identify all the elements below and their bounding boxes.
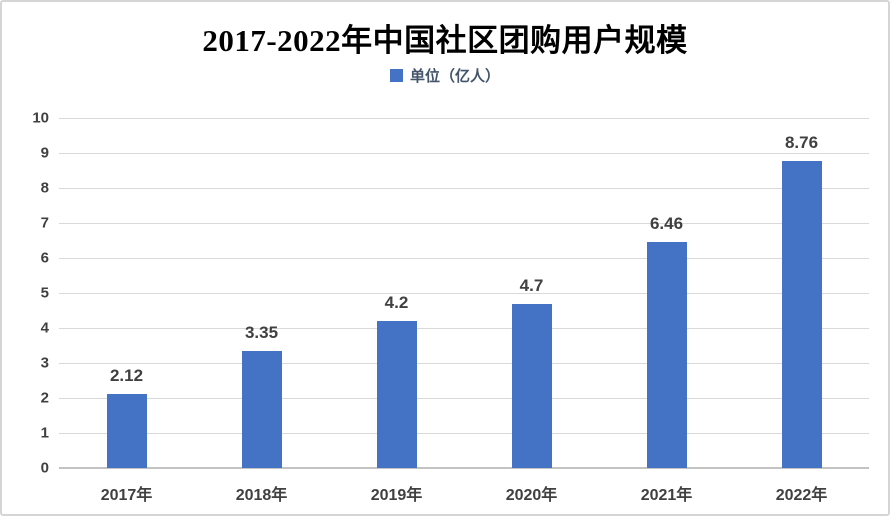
legend-swatch-icon — [389, 69, 403, 82]
legend-label: 单位（亿人） — [409, 68, 500, 85]
x-axis-line — [59, 467, 869, 469]
bar-slot: 4.2 2019年 — [329, 118, 464, 504]
gridline — [59, 223, 869, 224]
bar-slot: 3.35 2018年 — [194, 118, 329, 504]
bar-2018年 — [241, 350, 282, 468]
y-tick-label: 9 — [40, 144, 49, 162]
x-category-label: 2021年 — [640, 487, 693, 504]
bar-slot: 8.76 2022年 — [734, 118, 869, 504]
bar-value-label: 8.76 — [784, 133, 819, 153]
gridline — [59, 118, 869, 119]
y-tick-label: 3 — [40, 354, 49, 372]
gridline — [59, 153, 869, 154]
bar-value-label: 6.46 — [649, 213, 684, 233]
bar-value-label: 2.12 — [109, 365, 144, 385]
y-tick-label: 2 — [40, 389, 49, 407]
bar-slot: 6.46 2021年 — [599, 118, 734, 504]
bar-slot: 2.12 2017年 — [59, 118, 194, 504]
bar-2019年 — [376, 321, 417, 468]
gridline — [59, 328, 869, 329]
bar-value-label: 3.35 — [244, 322, 279, 342]
x-category-label: 2018年 — [235, 487, 288, 504]
gridline — [59, 433, 869, 434]
bar-slot: 4.7 2020年 — [464, 118, 599, 505]
chart-title: 2017-2022年中国社区团购用户规模 — [202, 23, 688, 58]
x-category-label: 2017年 — [100, 487, 153, 504]
bar-2021年 — [646, 241, 687, 468]
gridline — [59, 398, 869, 399]
x-category-label: 2022年 — [775, 487, 828, 504]
x-category-label: 2019年 — [370, 487, 423, 504]
gridline — [59, 188, 869, 189]
bar-2022年 — [781, 161, 822, 468]
y-tick-label: 6 — [40, 249, 49, 267]
y-tick-label: 5 — [40, 284, 49, 302]
y-tick-label: 10 — [32, 109, 49, 127]
y-tick-label: 0 — [40, 459, 49, 477]
bar-2020年 — [511, 303, 552, 468]
gridline — [59, 258, 869, 259]
bar-2017年 — [106, 393, 147, 468]
y-tick-label: 1 — [40, 424, 49, 442]
plot-area: 0 1 2 3 4 5 6 7 8 9 10 2.12 2017年 3.35 2018年 4.2 2019年 4.… — [32, 110, 869, 505]
bar-value-label: 4.2 — [384, 293, 409, 312]
y-tick-label: 7 — [40, 214, 49, 232]
y-tick-label: 4 — [40, 319, 49, 337]
bar-value-label: 4.7 — [519, 275, 544, 295]
y-tick-label: 8 — [40, 179, 49, 197]
gridline — [59, 363, 869, 364]
x-category-label: 2020年 — [505, 487, 558, 504]
legend: 单位（亿人） — [2, 65, 888, 86]
gridline — [59, 293, 869, 294]
